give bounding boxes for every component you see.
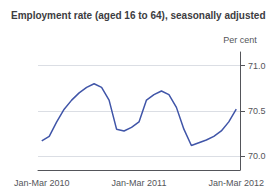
svg-text:Jan-Mar 2010: Jan-Mar 2010: [14, 178, 70, 188]
svg-text:70.0: 70.0: [248, 151, 266, 161]
svg-text:Jan-Mar 2012: Jan-Mar 2012: [208, 178, 264, 188]
svg-text:Per cent: Per cent: [223, 35, 257, 45]
svg-text:Jan-Mar 2011: Jan-Mar 2011: [112, 178, 167, 188]
svg-text:70.5: 70.5: [248, 106, 266, 116]
svg-text:Employment rate (aged 16 to 64: Employment rate (aged 16 to 64), seasona…: [11, 10, 266, 21]
svg-text:71.0: 71.0: [248, 61, 266, 71]
